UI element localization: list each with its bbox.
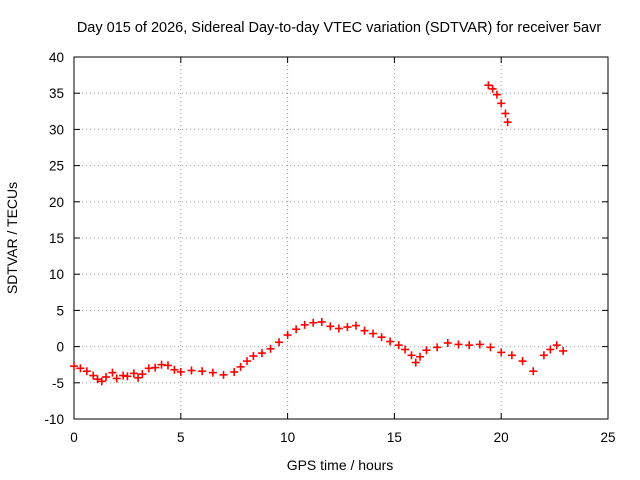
data-point [475,340,484,349]
data-point [492,90,501,99]
y-tick-label: -10 [44,412,64,427]
data-point [369,329,378,338]
data-point [559,346,568,355]
data-point [102,373,111,382]
data-point [552,341,561,350]
data-point [422,346,431,355]
data-point [334,324,343,333]
x-tick-label: 20 [494,430,509,445]
data-point [351,321,360,330]
chart-title: Day 015 of 2026, Sidereal Day-to-day VTE… [77,20,602,36]
data-point [401,345,410,354]
data-point [497,99,506,108]
data-point [433,343,442,352]
data-point [386,337,395,346]
data-point [123,372,132,381]
data-point [163,361,172,370]
x-axis-ticks: 0 5 10 15 20 25 [70,57,616,445]
data-point [93,375,102,384]
data-point [138,370,147,379]
data-point [300,320,309,329]
y-tick-label: 20 [49,195,64,210]
x-tick-label: 0 [70,430,78,445]
data-point [546,345,555,354]
data-point [187,366,196,375]
data-point [411,358,420,367]
y-tick-label: 35 [49,86,64,101]
x-axis-label: GPS time / hours [287,457,394,473]
y-tick-label: 25 [49,159,64,174]
data-point [97,377,106,386]
y-axis-label: SDTVAR / TECUs [4,182,20,294]
data-point [529,367,538,376]
data-point [539,351,548,360]
data-point [360,326,369,335]
data-point [317,317,326,326]
y-tick-label: 5 [56,303,64,318]
y-tick-label: 10 [49,267,64,282]
data-point [70,362,78,371]
data-point [176,367,185,376]
data-point [266,344,275,353]
y-tick-label: 40 [49,50,64,65]
y-tick-label: 30 [49,122,64,137]
data-point [416,352,425,361]
data-point [503,118,512,127]
data-point [151,363,160,372]
data-point [243,357,252,366]
data-point [407,351,416,360]
x-tick-label: 10 [280,430,295,445]
data-point [76,364,85,373]
y-axis-ticks: -10 -5 0 5 10 15 20 25 30 35 40 [44,50,608,427]
y-tick-label: -5 [52,376,64,391]
data-point [443,338,452,347]
data-point [198,367,207,376]
data-point [488,84,497,93]
data-point [343,323,352,332]
data-point [129,369,138,378]
data-series [70,81,568,386]
data-point [219,370,228,379]
x-tick-label: 15 [387,430,402,445]
data-point [82,367,91,376]
data-point [236,362,245,371]
data-point [518,357,527,366]
data-point [465,341,474,350]
y-tick-label: 15 [49,231,64,246]
data-point [486,343,495,352]
data-point [484,81,493,90]
gridlines [74,57,608,419]
data-point [112,374,121,383]
data-point [454,340,463,349]
x-tick-label: 5 [177,430,185,445]
data-point [377,333,386,342]
data-point [208,368,217,377]
data-point [230,367,239,376]
data-point [507,351,516,360]
data-point [394,341,403,350]
data-point [170,365,179,374]
y-tick-label: 0 [56,340,64,355]
data-point [275,338,284,347]
data-point [326,322,335,331]
data-point [497,348,506,357]
data-point [283,331,292,340]
data-point [292,325,301,334]
data-point [108,368,117,377]
data-point [309,318,318,327]
data-point [249,352,258,361]
data-point [134,373,143,382]
x-tick-label: 25 [600,430,615,445]
data-point [257,349,266,358]
data-point [501,109,510,118]
data-point [89,371,98,380]
